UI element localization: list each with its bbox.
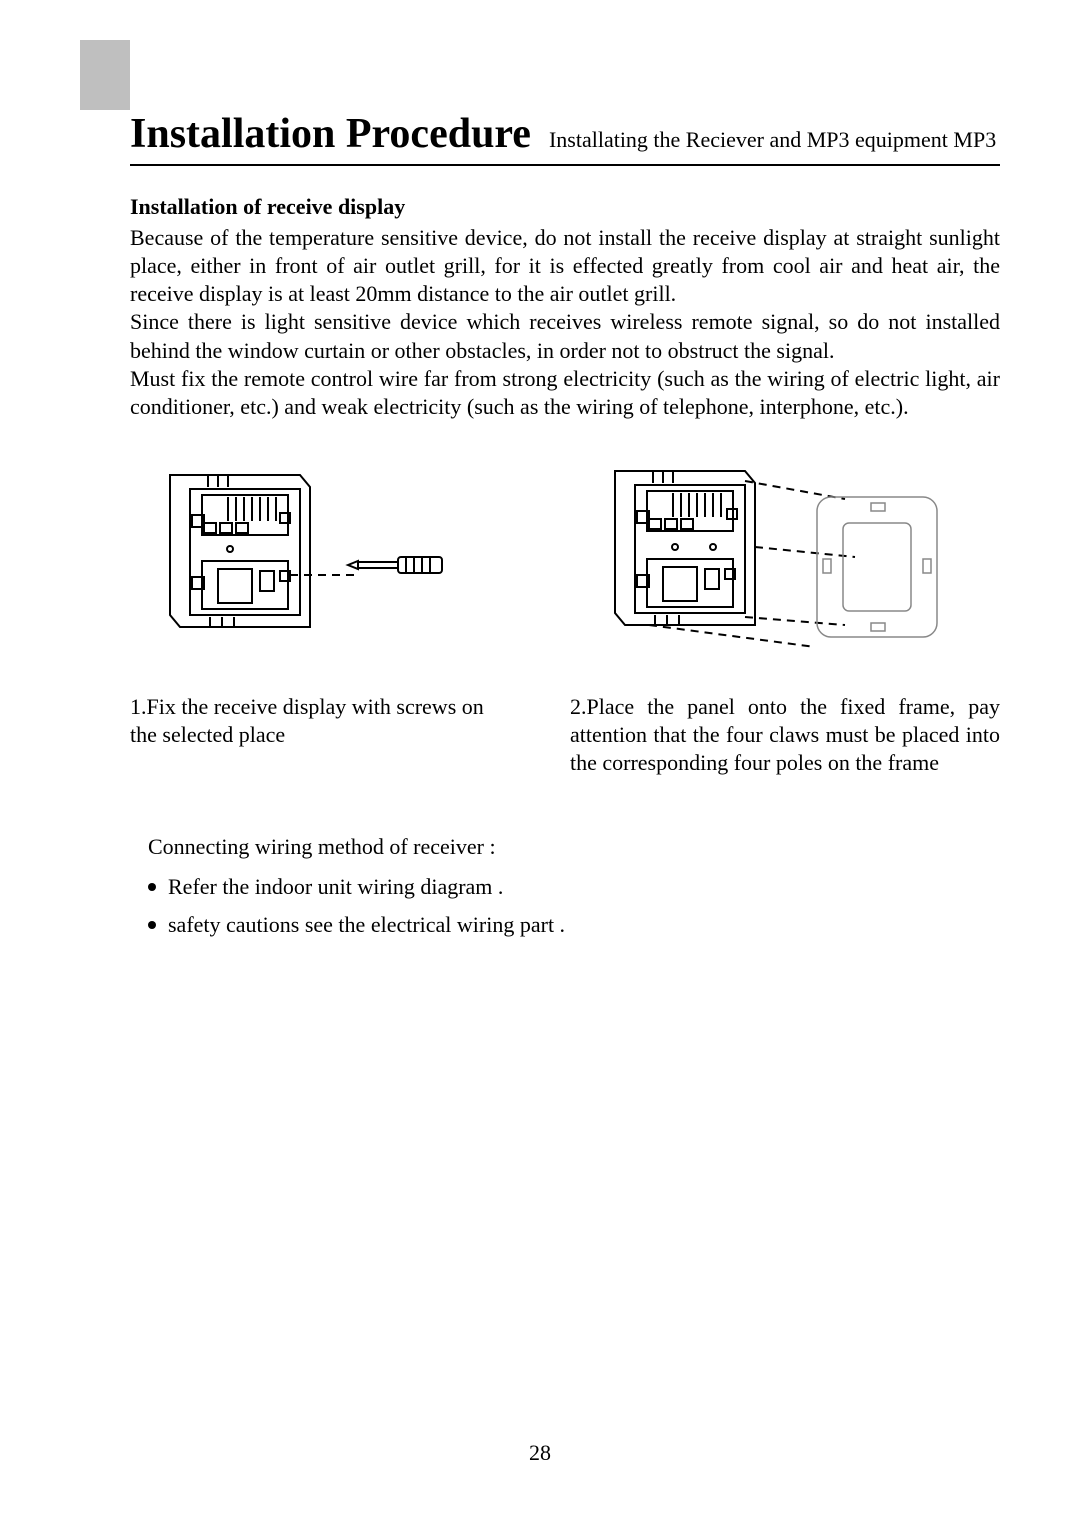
- page-title: Installation Procedure: [130, 110, 531, 158]
- bullet-text-2: safety cautions see the electrical wirin…: [168, 912, 565, 938]
- bullet-list: Refer the indoor unit wiring diagram . s…: [148, 874, 1000, 938]
- page-number: 28: [0, 1440, 1080, 1466]
- caption-1: 1.Fix the receive display with screws on…: [130, 693, 510, 777]
- figure-1: [130, 457, 535, 657]
- side-tab: [80, 40, 130, 110]
- bullet-text-1: Refer the indoor unit wiring diagram .: [168, 874, 503, 900]
- figure-2: [595, 457, 1000, 657]
- caption-2: 2.Place the panel onto the fixed frame, …: [570, 693, 1000, 777]
- captions-row: 1.Fix the receive display with screws on…: [130, 693, 1000, 777]
- receiver-panel-icon: [595, 457, 955, 657]
- paragraph-2: Since there is light sensitive device wh…: [130, 308, 1000, 364]
- wiring-heading: Connecting wiring method of receiver :: [148, 834, 1000, 860]
- bullet-icon: [148, 883, 156, 891]
- figures-row: [130, 457, 1000, 657]
- list-item: safety cautions see the electrical wirin…: [148, 912, 1000, 938]
- page-subtitle: Installating the Reciever and MP3 equipm…: [549, 127, 996, 153]
- content: Installation of receive display Because …: [130, 194, 1000, 938]
- header-row: Installation Procedure Installating the …: [130, 110, 1000, 166]
- list-item: Refer the indoor unit wiring diagram .: [148, 874, 1000, 900]
- paragraph-1: Because of the temperature sensitive dev…: [130, 224, 1000, 308]
- receiver-screw-icon: [130, 457, 450, 647]
- bullet-icon: [148, 921, 156, 929]
- paragraph-3: Must fix the remote control wire far fro…: [130, 365, 1000, 421]
- section-subhead: Installation of receive display: [130, 194, 1000, 220]
